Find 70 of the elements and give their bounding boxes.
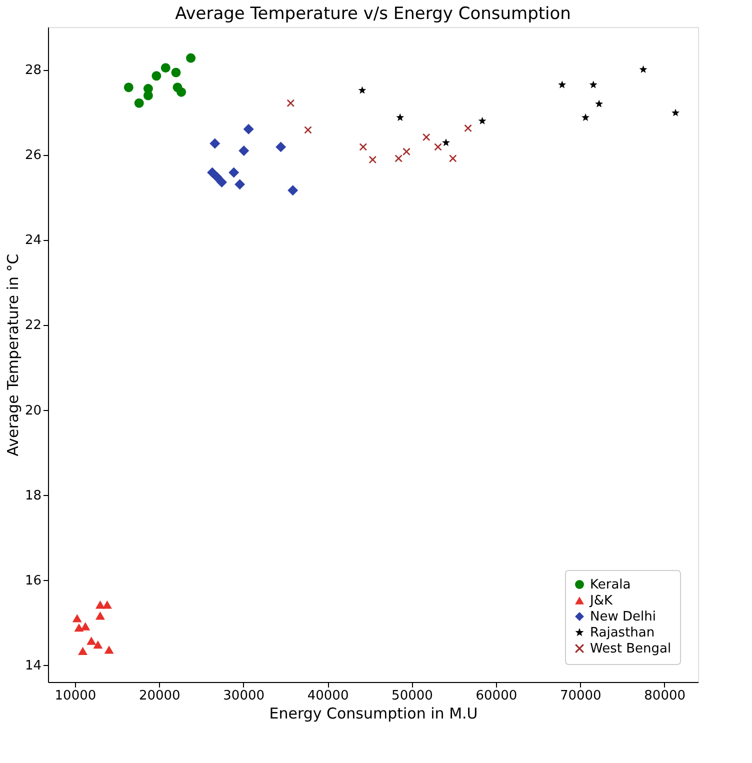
point [86,636,96,645]
x-tick-label: 10000 [54,688,96,704]
point [102,600,112,609]
point [276,142,286,152]
point [358,86,366,94]
point [104,646,114,654]
legend-label: Kerala [590,578,631,592]
x-tick-label: 60000 [476,688,518,704]
y-tick-label: 20 [24,403,42,418]
point [78,646,88,656]
point [464,124,472,132]
point [396,113,404,121]
point [286,99,294,107]
y-tick-label: 18 [24,488,42,504]
legend-label: J&K [589,594,613,608]
point [228,167,240,178]
x-tick-label: 50000 [392,688,433,704]
legend-label: Rajasthan [590,626,655,640]
y-tick-label: 28 [24,63,42,78]
point [238,146,250,156]
point [207,167,218,178]
point [160,63,170,73]
point [422,133,430,141]
point [304,126,312,134]
y-tick-label: 14 [24,658,42,674]
point [639,65,648,73]
y-tick-label: 16 [24,573,42,588]
x-tick-label: 40000 [307,688,349,704]
x-tick-label: 20000 [138,688,180,704]
point [210,138,220,149]
point [216,177,228,188]
x-axis-title: Energy Consumption in M.U [269,704,478,722]
point [234,179,246,190]
point [368,156,376,164]
point [80,622,90,630]
point [176,87,186,97]
point [124,82,134,92]
point [402,148,410,156]
y-tick-label: 24 [24,233,42,248]
legend-label: New Delhi [590,610,656,624]
point [288,185,298,196]
point [143,90,153,100]
point [359,143,367,151]
point [394,154,402,162]
y-tick-label: 22 [24,318,42,334]
point [558,80,566,88]
point [134,98,144,108]
point [171,68,181,78]
point [212,172,222,182]
point [595,100,604,108]
x-tick-label: 70000 [560,688,602,704]
point [186,53,196,63]
x-tick-label: 80000 [644,688,686,704]
point [582,113,590,121]
x-tick-label: 30000 [223,688,265,704]
point [152,71,162,81]
y-axis-title: Average Temperature in °C [4,254,22,456]
point [478,116,486,124]
point [72,614,82,622]
point [95,612,105,620]
point [672,108,680,116]
point [589,80,598,88]
legend-label: West Bengal [590,642,672,656]
point [95,600,105,609]
point [442,138,450,146]
point [243,124,254,134]
chart-title: Average Temperature v/s Energy Consumption [175,4,571,24]
point [449,154,457,162]
point [93,640,103,649]
y-tick-label: 26 [24,148,42,164]
